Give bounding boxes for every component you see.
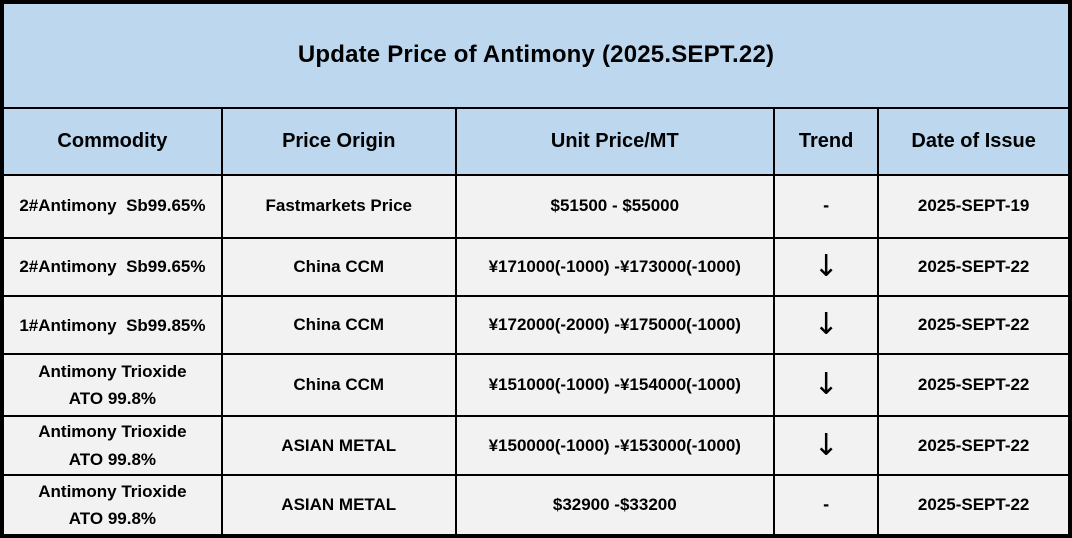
column-header-date-of-issue: Date of Issue — [877, 106, 1071, 176]
trend-down-icon: ↓ — [813, 367, 839, 403]
date-cell: 2025-SEPT-22 — [877, 353, 1071, 418]
commodity-cell: 2#Antimony Sb99.65% — [1, 236, 223, 298]
page-title: Update Price of Antimony (2025.SEPT.22) — [1, 1, 1071, 109]
trend-flat-dash: - — [823, 195, 830, 216]
table-row: 2#Antimony Sb99.65% Fastmarkets Price $5… — [1, 173, 1071, 239]
price-origin-cell: China CCM — [220, 236, 457, 298]
trend-down-icon: ↓ — [813, 307, 839, 343]
column-header-row: Commodity Price Origin Unit Price/MT Tre… — [1, 106, 1071, 176]
column-header-price-origin: Price Origin — [220, 106, 457, 176]
commodity-cell: Antimony Trioxide ATO 99.8% — [1, 474, 223, 537]
trend-cell: - — [772, 474, 880, 537]
table-row: Antimony Trioxide ATO 99.8% ASIAN METAL … — [1, 474, 1071, 537]
price-origin-cell: China CCM — [220, 295, 457, 356]
commodity-cell: Antimony Trioxide ATO 99.8% — [1, 415, 223, 477]
commodity-cell: 1#Antimony Sb99.85% — [1, 295, 223, 356]
unit-price-cell: $51500 - $55000 — [454, 173, 775, 239]
unit-price-cell: ¥172000(-2000) -¥175000(-1000) — [454, 295, 775, 356]
unit-price-cell: ¥150000(-1000) -¥153000(-1000) — [454, 415, 775, 477]
trend-cell: ↓ — [772, 295, 880, 356]
trend-down-icon: ↓ — [813, 248, 839, 284]
price-origin-cell: ASIAN METAL — [220, 474, 457, 537]
price-origin-cell: Fastmarkets Price — [220, 173, 457, 239]
unit-price-cell: ¥171000(-1000) -¥173000(-1000) — [454, 236, 775, 298]
column-header-trend: Trend — [772, 106, 880, 176]
table-row: Antimony Trioxide ATO 99.8% China CCM ¥1… — [1, 353, 1071, 418]
date-cell: 2025-SEPT-22 — [877, 415, 1071, 477]
column-header-unit-price: Unit Price/MT — [454, 106, 775, 176]
date-cell: 2025-SEPT-22 — [877, 236, 1071, 298]
trend-cell: ↓ — [772, 353, 880, 418]
trend-cell: ↓ — [772, 236, 880, 298]
title-row: Update Price of Antimony (2025.SEPT.22) — [1, 1, 1071, 109]
table-row: Antimony Trioxide ATO 99.8% ASIAN METAL … — [1, 415, 1071, 477]
commodity-cell: Antimony Trioxide ATO 99.8% — [1, 353, 223, 418]
price-origin-cell: ASIAN METAL — [220, 415, 457, 477]
commodity-cell: 2#Antimony Sb99.65% — [1, 173, 223, 239]
price-origin-cell: China CCM — [220, 353, 457, 418]
unit-price-cell: ¥151000(-1000) -¥154000(-1000) — [454, 353, 775, 418]
unit-price-cell: $32900 -$33200 — [454, 474, 775, 537]
column-header-commodity: Commodity — [1, 106, 223, 176]
date-cell: 2025-SEPT-22 — [877, 474, 1071, 537]
trend-cell: - — [772, 173, 880, 239]
date-cell: 2025-SEPT-19 — [877, 173, 1071, 239]
date-cell: 2025-SEPT-22 — [877, 295, 1071, 356]
trend-down-icon: ↓ — [813, 427, 839, 463]
table-row: 1#Antimony Sb99.85% China CCM ¥172000(-2… — [1, 295, 1071, 356]
trend-flat-dash: - — [823, 494, 830, 515]
table-row: 2#Antimony Sb99.65% China CCM ¥171000(-1… — [1, 236, 1071, 298]
trend-cell: ↓ — [772, 415, 880, 477]
